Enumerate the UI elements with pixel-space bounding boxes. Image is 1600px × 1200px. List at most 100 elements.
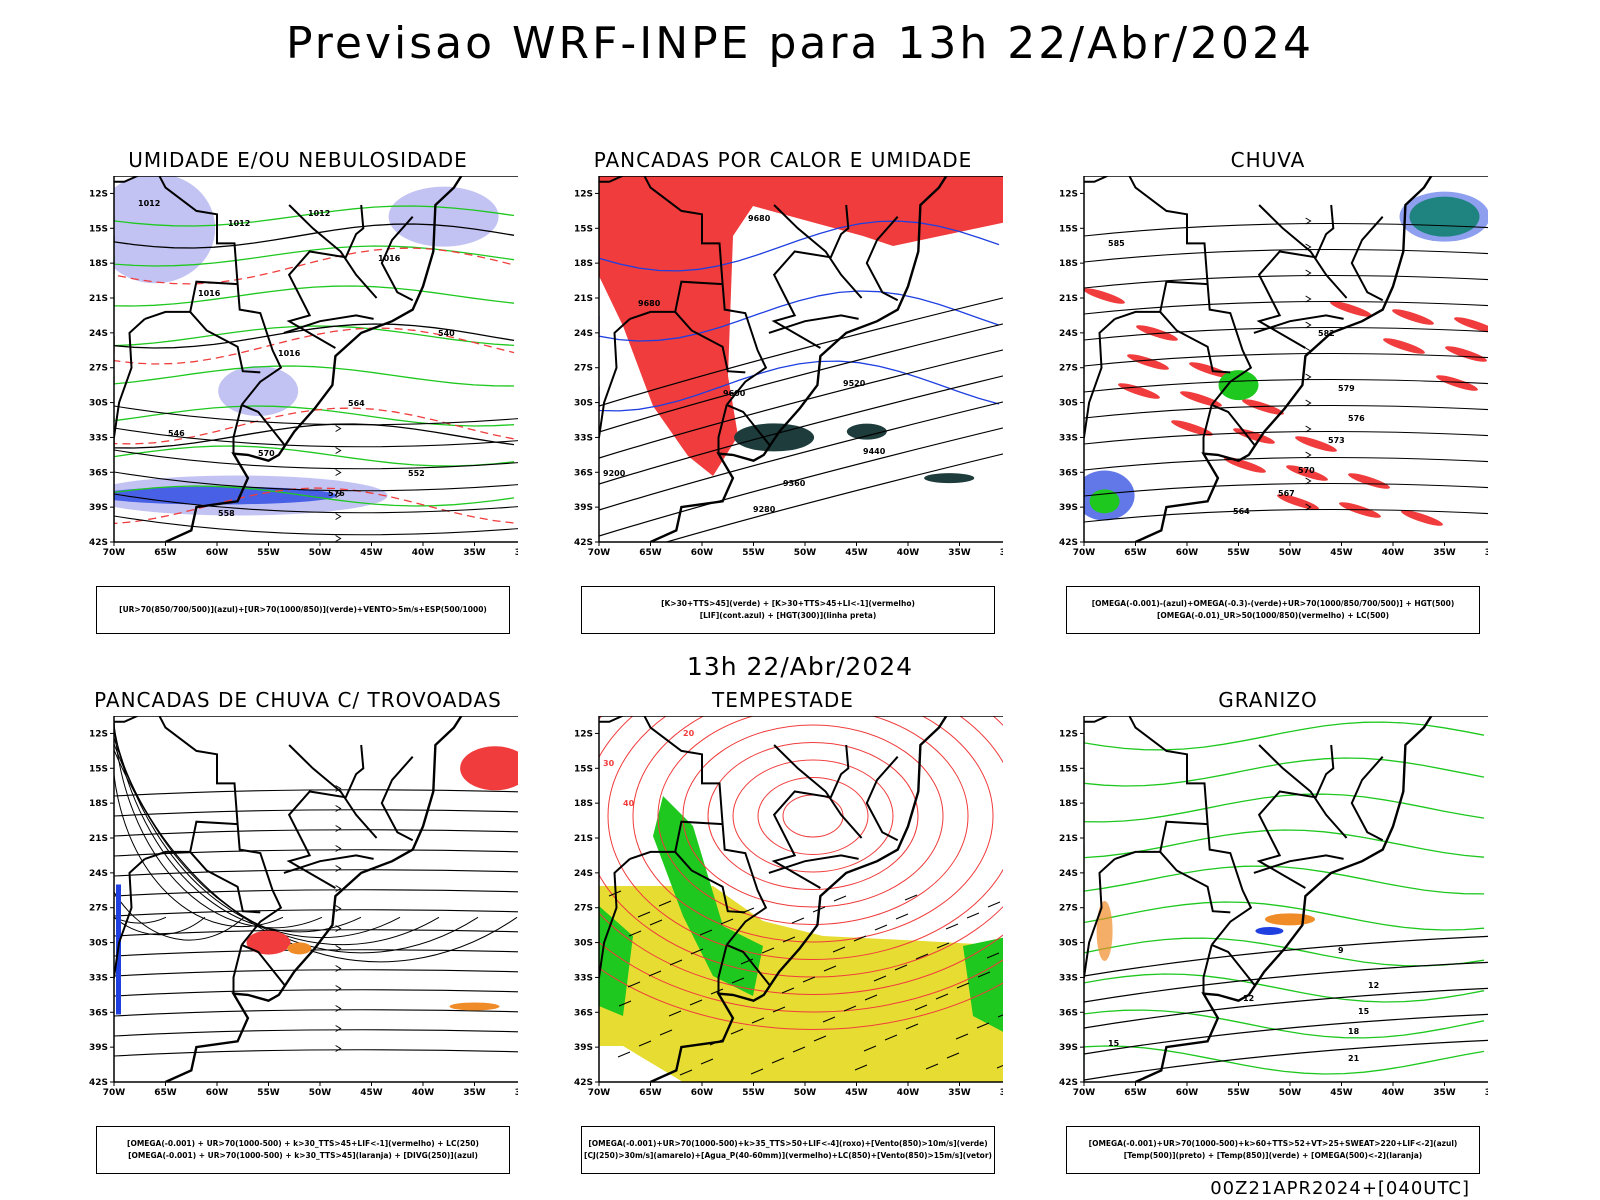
wind-vector bbox=[720, 918, 734, 925]
state-border bbox=[726, 943, 771, 987]
contour-label: 30 bbox=[603, 759, 615, 768]
map-layer: 1012 1012 1012 1016 1016 1016 564 570 576 552 546 5… bbox=[114, 176, 518, 542]
lon-tick-label: 70W bbox=[103, 1088, 126, 1098]
rain-area bbox=[1224, 457, 1266, 473]
contour-label: 1012 bbox=[228, 219, 250, 228]
heat-humidity-area bbox=[924, 473, 975, 484]
panel-title: CHUVA bbox=[1230, 148, 1306, 172]
height-300-contour bbox=[599, 427, 1003, 537]
precipitable-water-contour bbox=[599, 941, 1003, 1013]
rain-area bbox=[1392, 309, 1434, 325]
instability-area bbox=[599, 176, 1003, 476]
contour-label: 18 bbox=[1348, 1027, 1360, 1036]
state-border bbox=[773, 204, 863, 299]
wind-streamline bbox=[1084, 300, 1488, 315]
thickness-contour bbox=[114, 247, 515, 285]
state-border bbox=[768, 854, 859, 874]
panel-umidade: UMIDADE E/OU NEBULOSIDADE 1012 1012 1012 10… bbox=[78, 148, 518, 634]
lat-tick-label: 21S bbox=[89, 294, 108, 304]
rain-area bbox=[1118, 383, 1160, 399]
heavy-rain-area bbox=[1089, 489, 1120, 514]
wind-streamline bbox=[114, 916, 167, 924]
wind-vector bbox=[895, 913, 909, 920]
lifted-index-contour bbox=[599, 220, 1000, 272]
wind-vector bbox=[638, 1040, 652, 1047]
lon-tick-label: 30W bbox=[515, 1088, 518, 1098]
rain-area bbox=[1127, 354, 1169, 370]
lat-tick-label: 39S bbox=[574, 503, 593, 513]
map-svg: 9 12 15 18 21 12 15 12S 15S 18S 21S 24S 27S 30S 33S 36S… bbox=[1059, 716, 1488, 1098]
lat-tick-label: 24S bbox=[89, 869, 108, 879]
lon-tick-label: 60W bbox=[206, 548, 229, 558]
humidity-low-contour bbox=[114, 205, 515, 227]
lon-tick-label: 30W bbox=[1000, 1088, 1003, 1098]
state-border bbox=[768, 314, 859, 334]
lon-tick-label: 55W bbox=[1227, 548, 1250, 558]
flow-arrow bbox=[335, 491, 342, 498]
height-300-contour bbox=[599, 323, 1003, 433]
contour-label: 9680 bbox=[748, 214, 771, 223]
lat-tick-label: 18S bbox=[1059, 259, 1078, 269]
legend-line: [LIF](cont.azul) + [HGT(300)](linha pret… bbox=[699, 611, 877, 620]
wind-vector bbox=[730, 1028, 744, 1035]
wind-streamline bbox=[114, 731, 401, 939]
lon-tick-label: 45W bbox=[360, 548, 383, 558]
wind-vector bbox=[618, 1000, 632, 1007]
lon-tick-label: 40W bbox=[1382, 1088, 1405, 1098]
state-border bbox=[1114, 280, 1208, 320]
wind-streamline bbox=[114, 969, 518, 977]
lat-tick-label: 27S bbox=[89, 904, 108, 914]
wind-streamline bbox=[114, 909, 518, 917]
lon-tick-label: 60W bbox=[691, 548, 714, 558]
lat-tick-label: 18S bbox=[574, 799, 593, 809]
wind-vector bbox=[791, 917, 805, 924]
state-border bbox=[1256, 204, 1335, 349]
state-border bbox=[288, 204, 378, 299]
lon-tick-label: 70W bbox=[588, 548, 611, 558]
wind-streamline bbox=[114, 989, 518, 997]
state-border bbox=[1159, 851, 1231, 914]
lat-tick-label: 15S bbox=[89, 764, 108, 774]
panel-chuva: CHUVA 585 582 579 576 573 570 567 564 561 12S 15S 1… bbox=[1048, 148, 1488, 634]
state-border bbox=[114, 176, 283, 406]
wind-vector bbox=[946, 1052, 960, 1059]
wind-streamline bbox=[114, 829, 518, 837]
wind-vector bbox=[751, 1017, 765, 1024]
flow-arrow bbox=[335, 905, 342, 912]
wind-streamline bbox=[114, 889, 518, 897]
coastline bbox=[1135, 176, 1433, 542]
wind-streamline bbox=[114, 515, 518, 536]
wind-vector bbox=[966, 912, 980, 919]
lat-tick-label: 24S bbox=[89, 329, 108, 339]
precipitable-water-contour bbox=[782, 794, 844, 838]
lon-tick-label: 50W bbox=[794, 1088, 817, 1098]
state-border bbox=[717, 944, 728, 994]
lat-tick-label: 36S bbox=[1059, 468, 1078, 478]
wind-vector bbox=[843, 1005, 857, 1012]
wind-vector bbox=[669, 959, 683, 966]
contour-label: 570 bbox=[258, 449, 275, 458]
flow-arrow bbox=[1305, 477, 1312, 485]
wind-streamline bbox=[1084, 456, 1488, 471]
wind-vector bbox=[833, 895, 847, 902]
state-border bbox=[773, 744, 863, 839]
temp-850-contour bbox=[1084, 757, 1485, 787]
hail-area bbox=[1255, 926, 1284, 935]
lon-tick-label: 65W bbox=[639, 1088, 662, 1098]
flow-arrow bbox=[335, 925, 342, 932]
wind-vector bbox=[668, 1010, 682, 1017]
lat-tick-label: 33S bbox=[574, 973, 593, 983]
wind-vector bbox=[823, 965, 837, 972]
lat-tick-label: 42S bbox=[1059, 1078, 1078, 1088]
lat-tick-label: 42S bbox=[89, 1078, 108, 1088]
thunderstorm-area bbox=[460, 746, 518, 791]
wind-vector bbox=[914, 1004, 928, 1011]
panel-pancadas-calor: PANCADAS POR CALOR E UMIDADE 9680 9680 960… bbox=[563, 148, 1003, 634]
state-border bbox=[283, 314, 374, 334]
precipitable-water-contour bbox=[657, 716, 969, 925]
lon-tick-label: 45W bbox=[845, 548, 868, 558]
humidity-low-contour bbox=[114, 405, 515, 427]
lat-tick-label: 15S bbox=[1059, 764, 1078, 774]
wind-streamline bbox=[1084, 326, 1488, 341]
lat-tick-label: 18S bbox=[89, 259, 108, 269]
